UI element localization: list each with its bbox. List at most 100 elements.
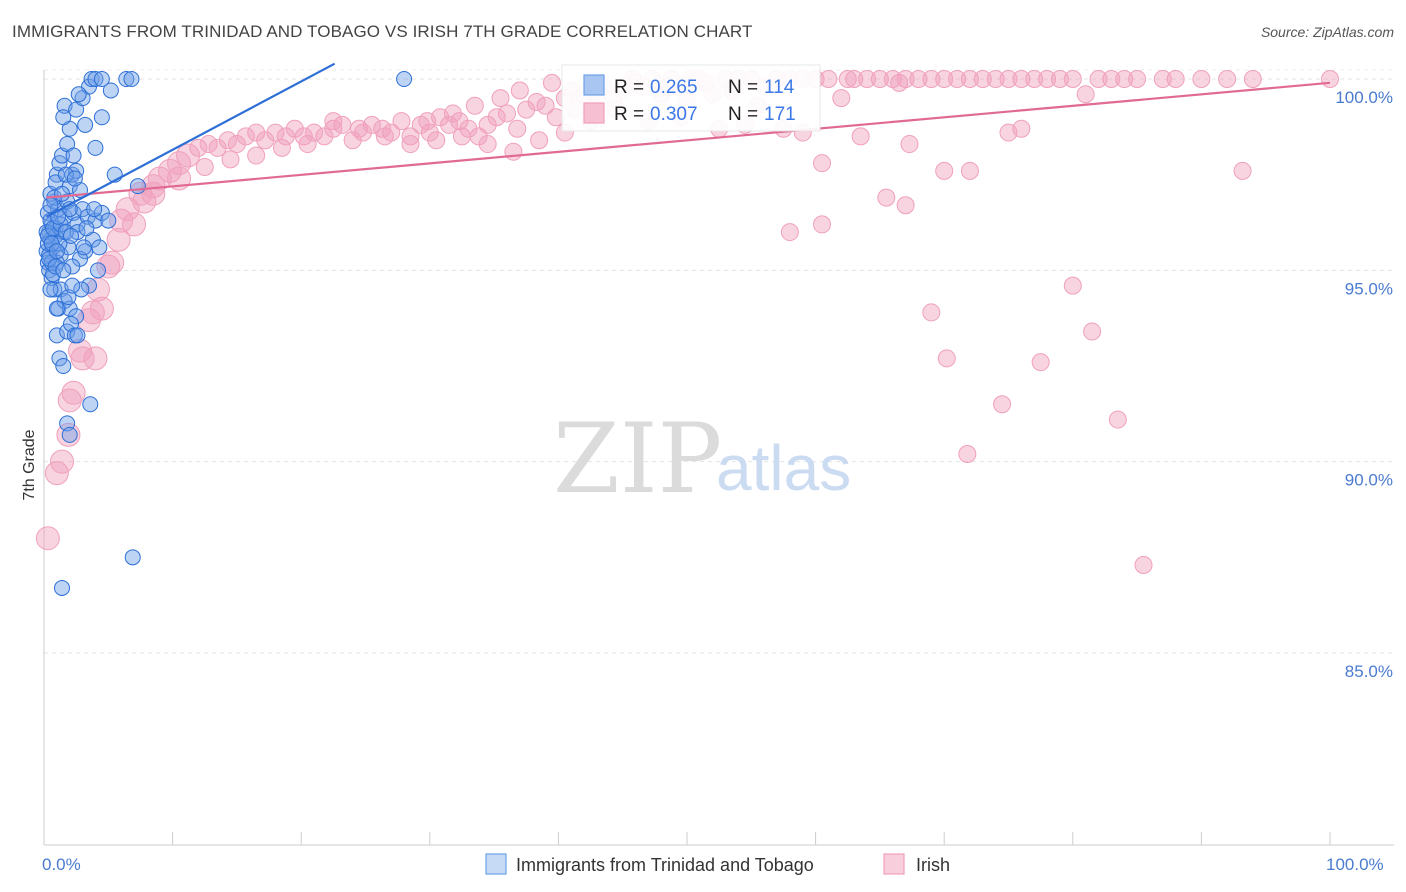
axes xyxy=(43,70,1394,846)
irish-point xyxy=(247,123,266,142)
trinidad-point xyxy=(43,235,60,252)
irish-point xyxy=(343,131,362,150)
irish-point xyxy=(324,119,343,138)
trend-line-irish xyxy=(46,81,1331,199)
y-tick-labels: 100.0% 95.0% 90.0% 85.0% xyxy=(1335,88,1393,681)
irish-point xyxy=(443,104,462,123)
trinidad-point xyxy=(86,201,103,218)
irish-point xyxy=(973,70,992,88)
irish-point xyxy=(44,461,69,486)
irish-point xyxy=(465,96,484,115)
irish-point xyxy=(427,131,446,150)
stats-n-value-blue: 114 xyxy=(764,77,795,98)
irish-point xyxy=(1115,70,1134,88)
stats-swatch-blue xyxy=(583,74,605,96)
irish-point xyxy=(96,254,121,279)
irish-point xyxy=(478,135,497,154)
irish-point xyxy=(305,123,324,142)
irish-point xyxy=(536,96,555,115)
trinidad-point xyxy=(55,262,72,279)
trinidad-point xyxy=(55,358,72,374)
irish-point xyxy=(1012,70,1031,88)
watermark-atlas: atlas xyxy=(716,432,851,504)
trinidad-point xyxy=(129,178,146,195)
trinidad-point xyxy=(51,350,68,367)
irish-point xyxy=(517,100,536,119)
chart-title: IMMIGRANTS FROM TRINIDAD AND TOBAGO VS I… xyxy=(12,22,753,41)
irish-point xyxy=(350,119,369,138)
irish-point xyxy=(937,349,956,368)
irish-point xyxy=(900,135,919,154)
trinidad-point xyxy=(59,323,76,340)
irish-point xyxy=(1134,555,1153,574)
irish-point xyxy=(870,70,889,88)
irish-point xyxy=(948,70,967,88)
trinidad-point xyxy=(65,147,82,164)
stats-swatch-pink xyxy=(583,102,605,124)
irish-point xyxy=(1153,70,1172,88)
trinidad-point xyxy=(77,116,94,133)
trinidad-point xyxy=(81,277,98,294)
trinidad-point xyxy=(48,327,65,344)
irish-point xyxy=(1076,85,1095,104)
trinidad-point xyxy=(124,549,141,566)
irish-point xyxy=(1063,70,1082,88)
trinidad-point xyxy=(54,185,71,202)
trinidad-point xyxy=(39,227,56,244)
stats-r-label-blue: R = xyxy=(614,77,649,98)
irish-points xyxy=(35,70,1339,574)
irish-point xyxy=(491,89,510,108)
trinidad-point xyxy=(70,86,87,103)
trinidad-point xyxy=(47,258,64,275)
y-tick-label: 90.0% xyxy=(1345,471,1393,490)
trinidad-point xyxy=(57,166,74,183)
trinidad-point xyxy=(61,426,78,443)
irish-point xyxy=(960,70,979,88)
irish-point xyxy=(285,119,304,138)
irish-point xyxy=(227,135,246,154)
stats-n-value-pink: 171 xyxy=(764,104,796,125)
irish-point xyxy=(813,154,832,173)
irish-point xyxy=(440,115,459,134)
stats-r-label-pink: R = xyxy=(614,104,649,125)
irish-point xyxy=(1166,70,1185,88)
irish-point xyxy=(324,112,343,131)
irish-point xyxy=(1233,161,1252,180)
irish-point xyxy=(999,70,1018,88)
y-tick-label: 85.0% xyxy=(1345,662,1393,681)
trinidad-point xyxy=(74,201,91,218)
irish-point xyxy=(504,142,523,161)
irish-point xyxy=(272,138,291,157)
irish-point xyxy=(1050,70,1069,88)
legend-label-trinidad[interactable]: Immigrants from Trinidad and Tobago xyxy=(516,855,814,875)
irish-point xyxy=(1218,70,1237,88)
trinidad-point xyxy=(68,308,85,325)
irish-point xyxy=(993,395,1012,414)
irish-point xyxy=(109,208,134,233)
irish-point xyxy=(236,127,255,146)
irish-point xyxy=(896,196,915,215)
irish-point xyxy=(935,161,954,180)
irish-point xyxy=(1031,353,1050,372)
trinidad-point xyxy=(91,239,108,256)
y-tick-label: 95.0% xyxy=(1345,279,1393,298)
irish-point xyxy=(208,138,227,157)
irish-point xyxy=(958,445,977,464)
x-tick-label-max: 100.0% xyxy=(1326,855,1384,874)
y-axis-title: 7th Grade xyxy=(21,429,38,500)
legend-swatch-irish[interactable] xyxy=(883,853,905,875)
legend-swatch-trinidad[interactable] xyxy=(485,853,507,875)
stats-n-label-pink: N = xyxy=(728,104,763,125)
trinidad-point xyxy=(87,71,104,87)
irish-point xyxy=(57,388,82,413)
irish-point xyxy=(832,89,851,108)
bottom-legend: Immigrants from Trinidad and Tobago Iris… xyxy=(485,853,950,875)
gridlines xyxy=(44,69,1394,654)
trinidad-point xyxy=(118,71,135,87)
irish-point xyxy=(315,127,334,146)
legend-label-irish[interactable]: Irish xyxy=(916,855,950,875)
irish-point xyxy=(858,70,877,88)
trinidad-point xyxy=(69,327,86,344)
irish-point xyxy=(450,112,469,131)
trinidad-point xyxy=(102,82,119,99)
